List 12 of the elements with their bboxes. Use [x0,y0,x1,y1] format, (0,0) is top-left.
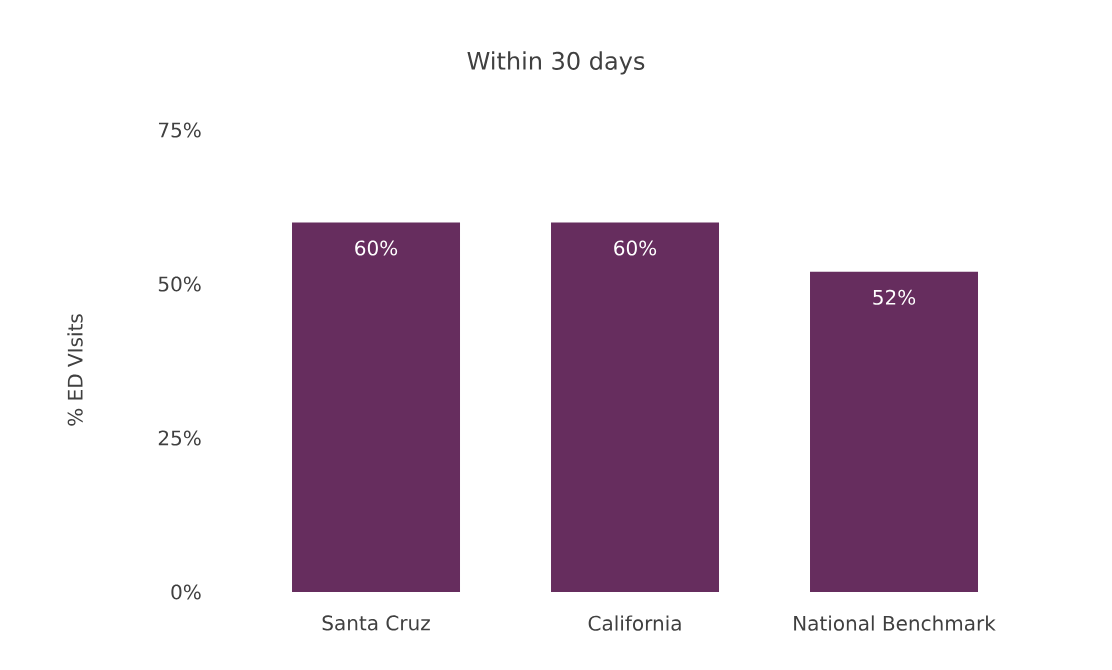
y-tick-label: 25% [158,430,201,446]
data-label: 60% [355,240,398,256]
data-label: 52% [873,289,916,305]
y-tick-label: 50% [158,276,201,292]
x-tick-label: National Benchmark [794,615,996,631]
data-label: 60% [614,240,657,256]
x-tick-label: California [588,615,681,631]
y-axis-title: % ED VIsits [67,314,83,426]
chart-title: Within 30 days [467,51,645,75]
y-tick-label: 0% [171,584,201,600]
y-tick-label: 75% [158,122,201,138]
x-tick-label: Santa Cruz [322,615,430,631]
